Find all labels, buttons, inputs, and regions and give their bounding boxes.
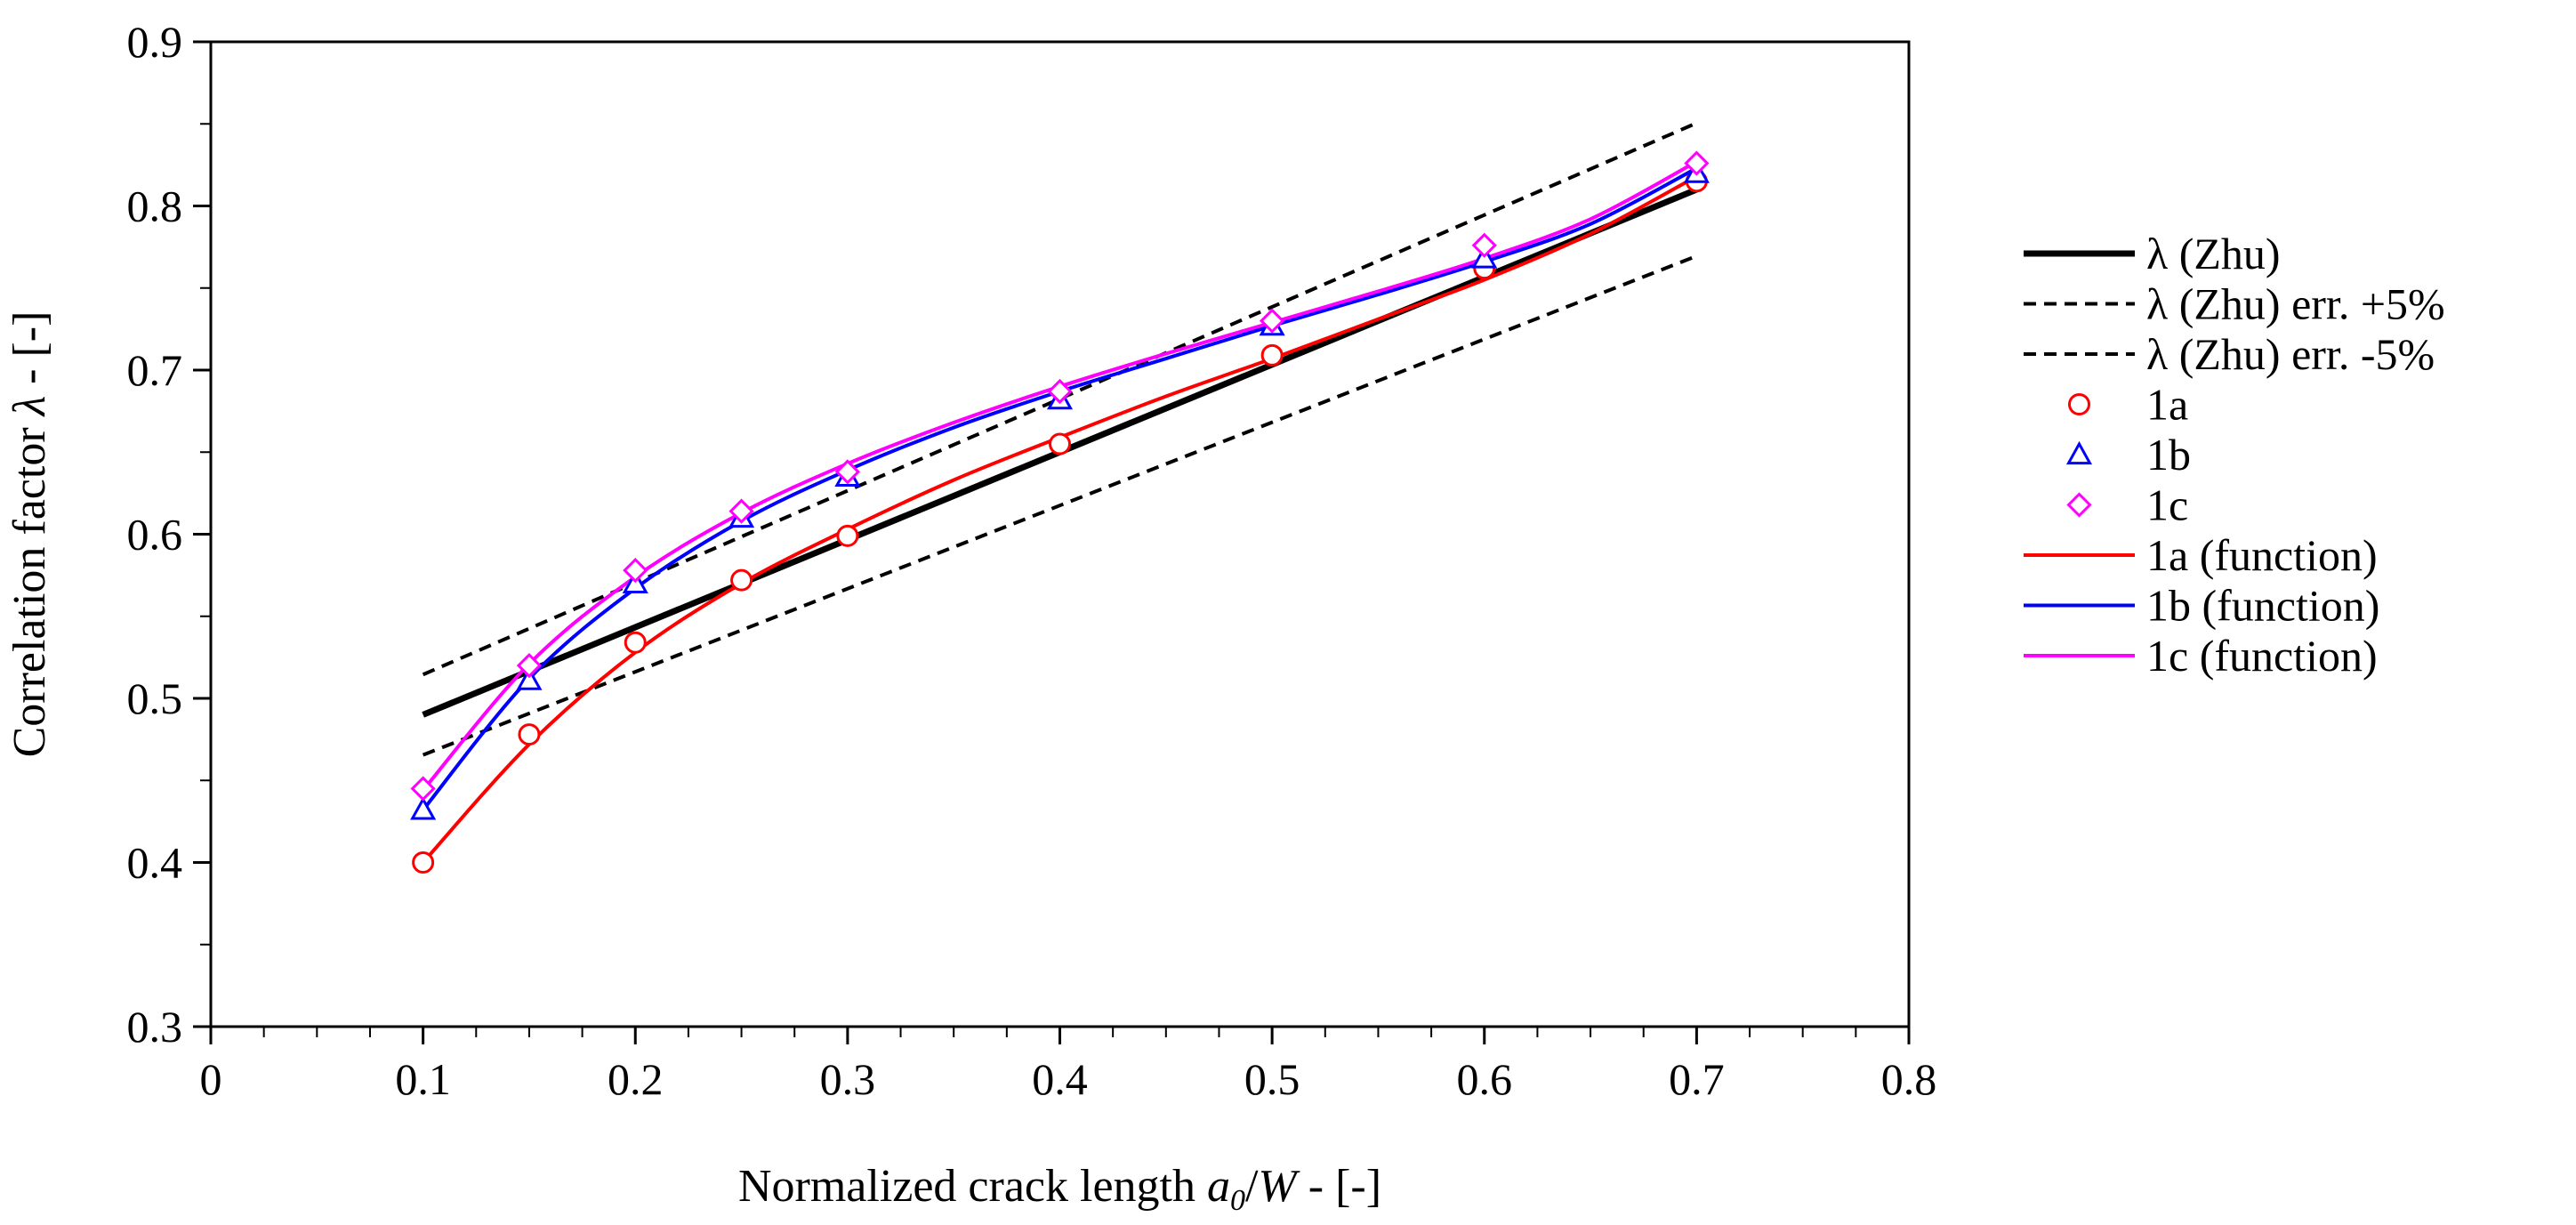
data-point-1c bbox=[410, 776, 436, 802]
x-axis-title-var-a: a bbox=[1207, 1161, 1230, 1212]
y-axis-title-suffix: - [-] bbox=[4, 311, 55, 396]
data-point-1c bbox=[516, 652, 543, 679]
x-axis-title-prefix: Normalized crack length bbox=[738, 1161, 1207, 1212]
x-tick-label: 0 bbox=[200, 1054, 222, 1104]
x-tick-label: 0.4 bbox=[1032, 1054, 1088, 1104]
y-tick-label: 0.8 bbox=[127, 181, 183, 231]
legend-label: 1a bbox=[2146, 380, 2188, 430]
legend-item: λ (Zhu) bbox=[2024, 229, 2281, 278]
data-point-1a bbox=[1260, 343, 1284, 367]
y-tick-label: 0.7 bbox=[127, 345, 183, 395]
data-point-1a bbox=[836, 524, 859, 547]
x-tick-label: 0.6 bbox=[1457, 1054, 1513, 1104]
legend-item: 1b bbox=[2065, 430, 2191, 480]
data-layer bbox=[410, 121, 1710, 874]
data-point-1c bbox=[1684, 150, 1710, 176]
data-point-1c bbox=[834, 459, 860, 485]
y-tick-label: 0.4 bbox=[127, 838, 183, 888]
x-axis-title: Normalized crack length a0/W - [-] bbox=[738, 1161, 1381, 1217]
plot-frame bbox=[209, 40, 1911, 1028]
axis-layer: 0 0.1 0.2 0.3 0.4 0.5 0.6 0.7 0.8 0.3 0.4 0.5 0.6 0.7… bbox=[127, 17, 1937, 1104]
data-point-1a bbox=[624, 631, 647, 654]
x-tick-label: 0.3 bbox=[820, 1054, 876, 1104]
legend: λ (Zhu)λ (Zhu) err. +5%λ (Zhu) err. -5%1… bbox=[2024, 229, 2445, 681]
data-point-1c bbox=[1047, 378, 1073, 405]
y-axis-title: Correlation factor λ - [-] bbox=[4, 311, 55, 758]
legend-label: λ (Zhu) bbox=[2146, 229, 2281, 278]
legend-item: 1c bbox=[2066, 480, 2188, 530]
legend-label: 1c (function) bbox=[2146, 631, 2378, 681]
x-axis-title-var-w: W bbox=[1258, 1161, 1300, 1212]
y-tick-label: 0.9 bbox=[127, 17, 183, 67]
y-tick-label: 0.3 bbox=[127, 1002, 183, 1052]
data-point-1c bbox=[1260, 308, 1285, 334]
x-tick-label: 0.8 bbox=[1881, 1054, 1937, 1104]
legend-item: 1b (function) bbox=[2024, 581, 2379, 631]
legend-swatch-circle bbox=[2068, 393, 2090, 415]
y-axis-title-lambda: λ bbox=[4, 396, 55, 418]
y-tick-label: 0.6 bbox=[127, 510, 183, 560]
legend-item: 1a (function) bbox=[2024, 530, 2378, 580]
legend-swatch-diamond bbox=[2066, 492, 2092, 518]
x-tick-label: 0.2 bbox=[608, 1054, 664, 1104]
data-point-1a bbox=[518, 723, 541, 746]
legend-item: 1a bbox=[2068, 380, 2188, 430]
data-point-1a bbox=[412, 851, 435, 874]
y-axis-title-prefix: Correlation factor bbox=[4, 415, 55, 757]
legend-item: λ (Zhu) err. +5% bbox=[2024, 279, 2445, 329]
legend-item: λ (Zhu) err. -5% bbox=[2024, 329, 2435, 379]
data-point-1c bbox=[1471, 232, 1497, 258]
legend-label: 1b bbox=[2146, 430, 2191, 480]
zhu-line-2 bbox=[422, 254, 1698, 757]
legend-swatch-triangle bbox=[2065, 440, 2093, 465]
legend-label: 1c bbox=[2146, 480, 2188, 530]
x-axis-title-suffix: - [-] bbox=[1297, 1161, 1381, 1212]
x-axis-title-subscript: 0 bbox=[1230, 1184, 1245, 1217]
data-point-1a bbox=[1049, 432, 1071, 455]
legend-item: 1c (function) bbox=[2024, 631, 2378, 681]
legend-label: 1b (function) bbox=[2146, 581, 2379, 631]
data-point-1b bbox=[516, 666, 543, 690]
legend-label: λ (Zhu) err. +5% bbox=[2146, 279, 2445, 329]
x-tick-label: 0.5 bbox=[1244, 1054, 1300, 1104]
legend-label: λ (Zhu) err. -5% bbox=[2146, 329, 2435, 379]
data-point-1c bbox=[729, 498, 754, 524]
legend-label: 1a (function) bbox=[2146, 530, 2378, 580]
data-point-1c bbox=[623, 557, 648, 584]
x-axis-title-slash: / bbox=[1245, 1161, 1259, 1212]
data-point-1b bbox=[410, 796, 437, 820]
y-tick-label: 0.5 bbox=[127, 673, 183, 723]
data-point-1a bbox=[730, 568, 753, 592]
x-tick-label: 0.7 bbox=[1669, 1054, 1725, 1104]
x-tick-label: 0.1 bbox=[395, 1054, 451, 1104]
